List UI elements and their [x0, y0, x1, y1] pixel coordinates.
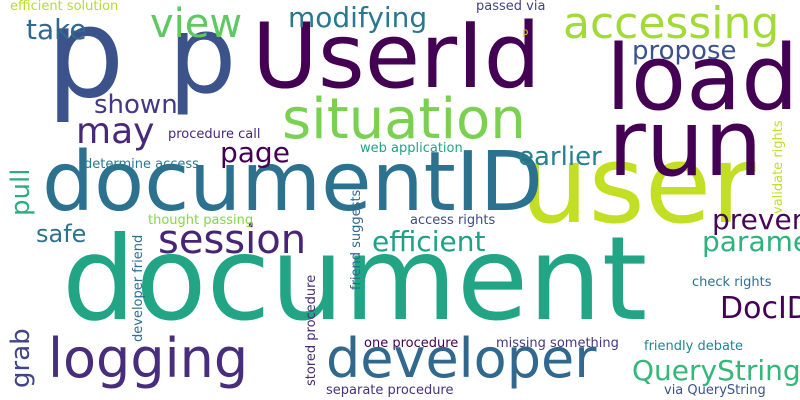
word-documentID: documentID [42, 135, 544, 230]
word-document: document [62, 212, 648, 347]
word-session: session [158, 217, 307, 263]
word-validate-rights: validate rights [771, 120, 786, 214]
word-take: prevent [712, 203, 800, 236]
word-efficient: pull [6, 168, 36, 216]
word-QueryString: efficient [372, 225, 486, 258]
word-pull: earlier [518, 142, 602, 172]
word-one-procedure: one procedure [364, 336, 459, 351]
word-safe: shown [94, 90, 178, 120]
word-shown: take [26, 13, 87, 46]
word-access-rights: access rights [410, 213, 496, 228]
word-logging: logging [48, 327, 249, 390]
word-stored-procedure: stored procedure [304, 274, 319, 386]
word-developer: developer [326, 327, 597, 390]
word-p-1: p [46, 0, 125, 126]
word-procedure-call: procedure call [168, 127, 261, 142]
word-page: DocID [720, 291, 800, 326]
word-run: run [608, 90, 763, 197]
word-separate-procedure: separate procedure [326, 383, 454, 398]
word-earlier: propose [632, 36, 737, 66]
word-passed-via: passed via [476, 0, 546, 14]
word-developer-friend: developer friend [131, 234, 146, 342]
word-situation: situation [282, 87, 526, 152]
word-friend-suggests: friend suggests [349, 189, 364, 290]
word-grab: safe [36, 220, 87, 248]
word-DocID: parameter [702, 225, 800, 258]
word-via-QueryString: via QueryString [664, 383, 766, 398]
word-view: view [150, 1, 243, 47]
word-p-2: p [168, 0, 237, 118]
word-UserId: UserId [252, 4, 541, 109]
word-check-rights: check rights [692, 275, 772, 290]
word-parameter: grab [6, 328, 36, 388]
word-may: may [76, 111, 155, 152]
word-modifying: modifying [288, 1, 428, 34]
word-thought-passing: thought passing [148, 213, 254, 228]
word-user: user [520, 123, 756, 248]
word-friendly-debate: friendly debate [644, 339, 744, 354]
word-determine-access: determine access [84, 157, 199, 172]
word-efficient-solution: efficient solution [10, 0, 119, 14]
word-propose: page [220, 136, 290, 169]
word-load: load [606, 26, 799, 131]
word-missing-something: missing something [496, 336, 619, 351]
word-p-small: p [522, 27, 529, 38]
word-prevent: QueryString [632, 354, 800, 387]
word-web-application: web application [360, 141, 463, 156]
word-accessing: accessing [563, 0, 780, 49]
